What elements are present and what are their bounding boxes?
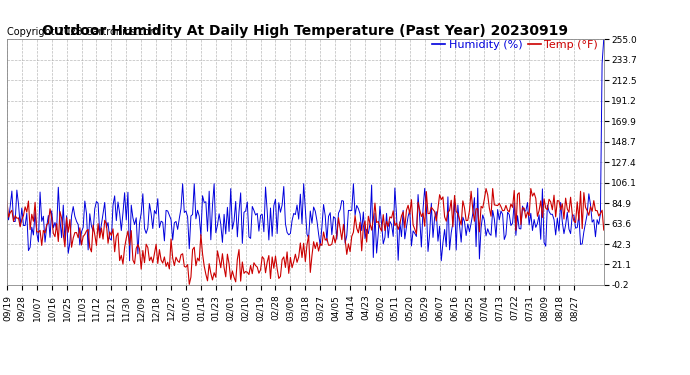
Title: Outdoor Humidity At Daily High Temperature (Past Year) 20230919: Outdoor Humidity At Daily High Temperatu… — [42, 24, 569, 38]
Text: Copyright 2023 Cartronics.com: Copyright 2023 Cartronics.com — [7, 27, 159, 37]
Legend: Humidity (%), Temp (°F): Humidity (%), Temp (°F) — [432, 40, 598, 50]
